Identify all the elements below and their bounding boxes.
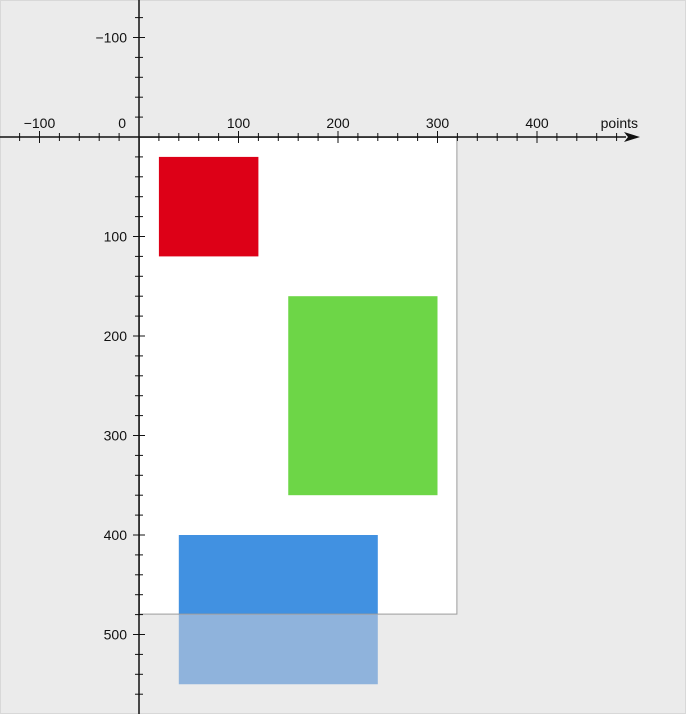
green-rect [288, 296, 438, 496]
x-tick-label: −100 [24, 115, 56, 131]
blue-rect [178, 535, 378, 615]
axes-layer [0, 0, 640, 714]
x-axis-label: points [601, 115, 638, 131]
y-tick-label: 400 [104, 527, 128, 543]
y-tick-label: 200 [104, 328, 128, 344]
y-tick-label: 100 [104, 229, 128, 245]
y-tick-label: 300 [104, 428, 128, 444]
x-tick-label: 200 [326, 115, 350, 131]
red-rect [158, 156, 259, 257]
x-tick-label: 100 [227, 115, 251, 131]
labels-layer: −100 0 100 200 300 400 points −100 100 200 300 400 5… [24, 30, 638, 643]
y-tick-label: 500 [104, 627, 128, 643]
x-tick-label: 400 [525, 115, 549, 131]
x-tick-label: 300 [426, 115, 450, 131]
rectangles-layer [158, 156, 438, 685]
y-tick-label: −100 [95, 30, 127, 46]
x-axis-arrow [624, 132, 640, 142]
blue-rect-overflow [178, 614, 378, 685]
x-tick-label: 0 [118, 115, 126, 131]
